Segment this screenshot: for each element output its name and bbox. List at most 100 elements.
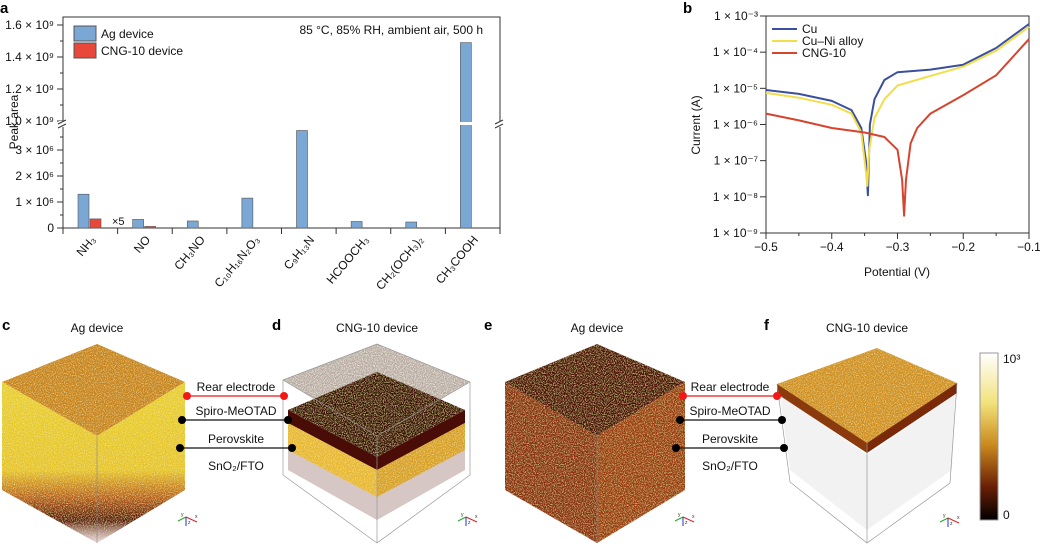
x-tick-label: NH₃	[74, 233, 99, 259]
layer-label: Spiro-MeOTAD	[689, 404, 770, 418]
tomography-cube-d	[282, 343, 471, 544]
marker-dot-black	[780, 444, 788, 452]
y-tick-label: 2 × 10⁶	[15, 169, 54, 183]
colorbar-max-label: 10³	[1003, 352, 1020, 366]
bar-ag	[77, 193, 90, 229]
axis-label: y	[678, 512, 681, 518]
y-axis-arrow	[177, 516, 187, 522]
panel-letter-c: c	[2, 317, 10, 334]
y-tick-label: 1.4 × 10⁹	[5, 50, 54, 64]
marker-dot-red	[183, 392, 191, 400]
legend-swatch-cng	[73, 42, 97, 59]
legend-label: Cu	[802, 22, 817, 36]
x-tick-label: NO	[131, 233, 153, 256]
condition-annotation: 85 °C, 85% RH, ambient air, 500 h	[299, 23, 483, 37]
x-tick-label: −0.2	[951, 240, 975, 254]
layer-label: Spiro-MeOTAD	[195, 404, 276, 418]
marker-dot-black	[288, 444, 296, 452]
x-tick-label: C₁₀H₁₆N₂O₃	[211, 233, 262, 290]
x-tick-label: C₉H₁₃N	[281, 233, 317, 272]
y-tick-label: 1 × 10⁻⁹	[713, 226, 758, 240]
layer-label: Rear electrode	[691, 380, 770, 394]
marker-dot-red	[679, 392, 687, 400]
colorbar	[979, 352, 999, 521]
y-axis-arrow	[674, 516, 684, 522]
colorbar-min-label: 0	[1003, 508, 1010, 522]
y-tick-label: 1 × 10⁻⁷	[714, 154, 758, 168]
axis-label: z	[950, 521, 953, 527]
bar-ag	[350, 221, 363, 229]
marker-dot-black	[676, 416, 684, 424]
title-d: CNG-10 device	[336, 321, 418, 335]
bar-ag	[460, 42, 472, 229]
x-tick-label: CH₃NO	[171, 233, 208, 273]
bar-cng10	[89, 218, 102, 229]
y-tick-label: 1.0 × 10⁹	[5, 114, 54, 128]
title-c: Ag device	[71, 321, 124, 335]
series-line-cu	[765, 23, 1030, 197]
tomography-cube-e	[505, 344, 685, 543]
marker-dot-black	[672, 444, 680, 452]
panel-letter-b: b	[683, 0, 692, 17]
x-tick-label: −0.4	[820, 240, 844, 254]
legend-label-cng: CNG-10 device	[101, 44, 183, 58]
axis-triad-icon: yzx	[177, 512, 198, 526]
x-axis-label-b: Potential (V)	[864, 265, 930, 279]
bar-cng10	[144, 226, 156, 229]
layer-label: Perovskite	[208, 432, 264, 446]
axis-break-gap	[459, 122, 473, 125]
bar-ag	[186, 220, 199, 229]
axis-label: z	[685, 520, 688, 526]
y-tick-label: 0	[47, 221, 54, 235]
x-axis-arrow	[185, 516, 198, 523]
marker-dot-black	[778, 416, 786, 424]
axis-break-mark	[57, 119, 67, 129]
x-tick-label: −0.5	[754, 240, 778, 254]
marker-dot-red	[773, 392, 781, 400]
marker-dot-red	[280, 392, 288, 400]
y-axis-label-b: Current (A)	[689, 95, 703, 154]
x-axis-arrow	[465, 516, 478, 523]
panel-letter-f: f	[764, 317, 770, 334]
x-tick-label: CH₂(OCH₃)₂	[373, 233, 426, 293]
layer-label: Rear electrode	[197, 380, 276, 394]
legend-label: CNG-10	[802, 46, 846, 60]
legend-label: Cu–Ni alloy	[802, 34, 863, 48]
x-axis-arrow	[682, 516, 695, 523]
bar-ag	[296, 130, 308, 229]
bar-note-x5: ×5	[112, 216, 125, 228]
y-tick-label: 3 × 10⁶	[15, 143, 54, 157]
x-tick-label: CH₃COOH	[433, 233, 481, 287]
series-line-cu-ni-alloy	[765, 26, 1030, 187]
axis-triad-icon: yzx	[939, 513, 960, 527]
title-f: CNG-10 device	[826, 321, 908, 335]
y-tick-label: 1 × 10⁻⁸	[713, 190, 758, 204]
marker-dot-black	[178, 416, 186, 424]
panel-letter-a: a	[0, 0, 9, 17]
x-tick-label: HCOOCH₃	[324, 233, 372, 287]
panel-letter-e: e	[484, 317, 492, 334]
y-tick-label: 1.6 × 10⁹	[5, 18, 54, 32]
tomography-cube-f	[776, 348, 958, 544]
y-axis-label-a: Peak area	[7, 94, 21, 149]
axis-break-gap	[59, 121, 67, 127]
marker-dot-black	[176, 444, 184, 452]
axis-label: x	[692, 514, 695, 520]
axis-triad-icon: yzx	[457, 512, 478, 526]
layer-label: SnO₂/FTO	[208, 459, 264, 473]
axis-triad-icon: yzx	[674, 512, 695, 526]
x-tick-label: −0.3	[886, 240, 910, 254]
x-axis-arrow	[947, 517, 960, 524]
series-line-cng-10	[765, 38, 1030, 217]
axis-label: z	[468, 520, 471, 526]
tomography-cube-c	[2, 344, 185, 543]
axis-label: y	[181, 512, 184, 518]
line-chart-polarization: Current (A) Potential (V) −0.5 −0.4 −0.3 −0…	[689, 9, 1040, 279]
y-tick-label: 1 × 10⁻⁴	[713, 45, 758, 59]
bar-ag	[241, 197, 254, 229]
axis-label: y	[943, 513, 946, 519]
y-tick-label: 1.2 × 10⁹	[5, 82, 54, 96]
axis-break-gap	[496, 121, 504, 127]
legend-label-ag: Ag device	[101, 27, 154, 41]
panel-letter-d: d	[272, 317, 281, 334]
